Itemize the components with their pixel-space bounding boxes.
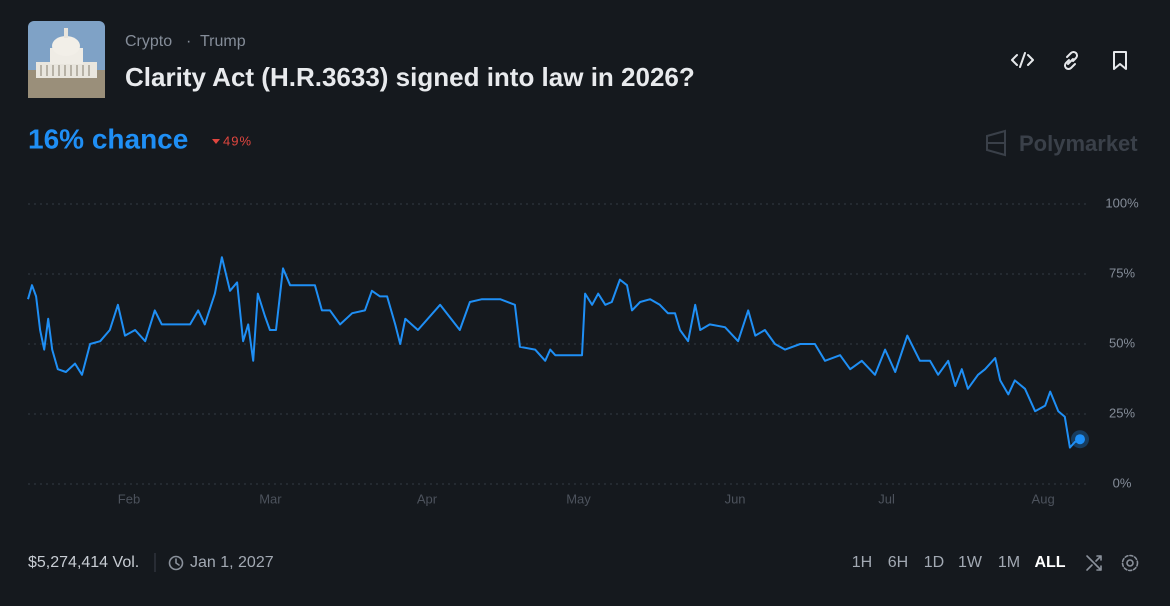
x-tick-label: Aug <box>1032 491 1055 506</box>
volume: $5,274,414 Vol. <box>28 554 139 571</box>
range-button[interactable]: 1D <box>924 554 944 571</box>
market-image <box>28 21 105 98</box>
y-tick-label: 75% <box>1109 265 1135 280</box>
range-button[interactable]: 1H <box>852 554 872 571</box>
brand: Polymarket <box>1019 131 1138 156</box>
x-tick-label: Feb <box>118 491 140 506</box>
x-tick-label: May <box>566 491 591 506</box>
range-selector: 1H 6H 1D 1W 1M ALL <box>852 554 1066 571</box>
settings-button[interactable] <box>1121 554 1139 572</box>
current-point <box>1075 434 1085 445</box>
x-tick-label: Jun <box>725 491 746 506</box>
y-tick-label: 0% <box>1113 475 1132 490</box>
link-button[interactable] <box>1063 50 1079 71</box>
range-button[interactable]: ALL <box>1034 554 1065 571</box>
x-tick-label: Jul <box>878 491 895 506</box>
embed-button[interactable] <box>1011 52 1034 68</box>
y-tick-label: 25% <box>1109 405 1135 420</box>
x-tick-label: Mar <box>259 491 282 506</box>
chart: 0% 25% 50% 75% 100% Feb Mar Apr May Jun Jul Aug <box>27 195 1139 506</box>
bookmark-button[interactable] <box>1113 51 1127 70</box>
range-button[interactable]: 1M <box>998 554 1020 571</box>
clock-icon <box>168 555 184 571</box>
down-arrow <box>212 139 220 144</box>
separator: · <box>186 33 191 50</box>
x-tick-label: Apr <box>417 491 438 506</box>
chance: 16% chance <box>28 123 188 154</box>
range-button[interactable]: 1W <box>958 554 983 571</box>
category[interactable]: Crypto <box>125 33 172 50</box>
end-date: Jan 1, 2027 <box>190 554 274 571</box>
subcategory[interactable]: Trump <box>200 33 246 50</box>
market-title: Clarity Act (H.R.3633) signed into law i… <box>125 62 695 92</box>
brand-logo <box>986 129 1006 157</box>
y-tick-label: 50% <box>1109 335 1135 350</box>
price-line <box>27 256 1081 449</box>
y-tick-label: 100% <box>1105 195 1139 210</box>
range-button[interactable]: 6H <box>888 554 908 571</box>
change: 49% <box>223 133 252 148</box>
shuffle-button[interactable] <box>1086 555 1102 571</box>
